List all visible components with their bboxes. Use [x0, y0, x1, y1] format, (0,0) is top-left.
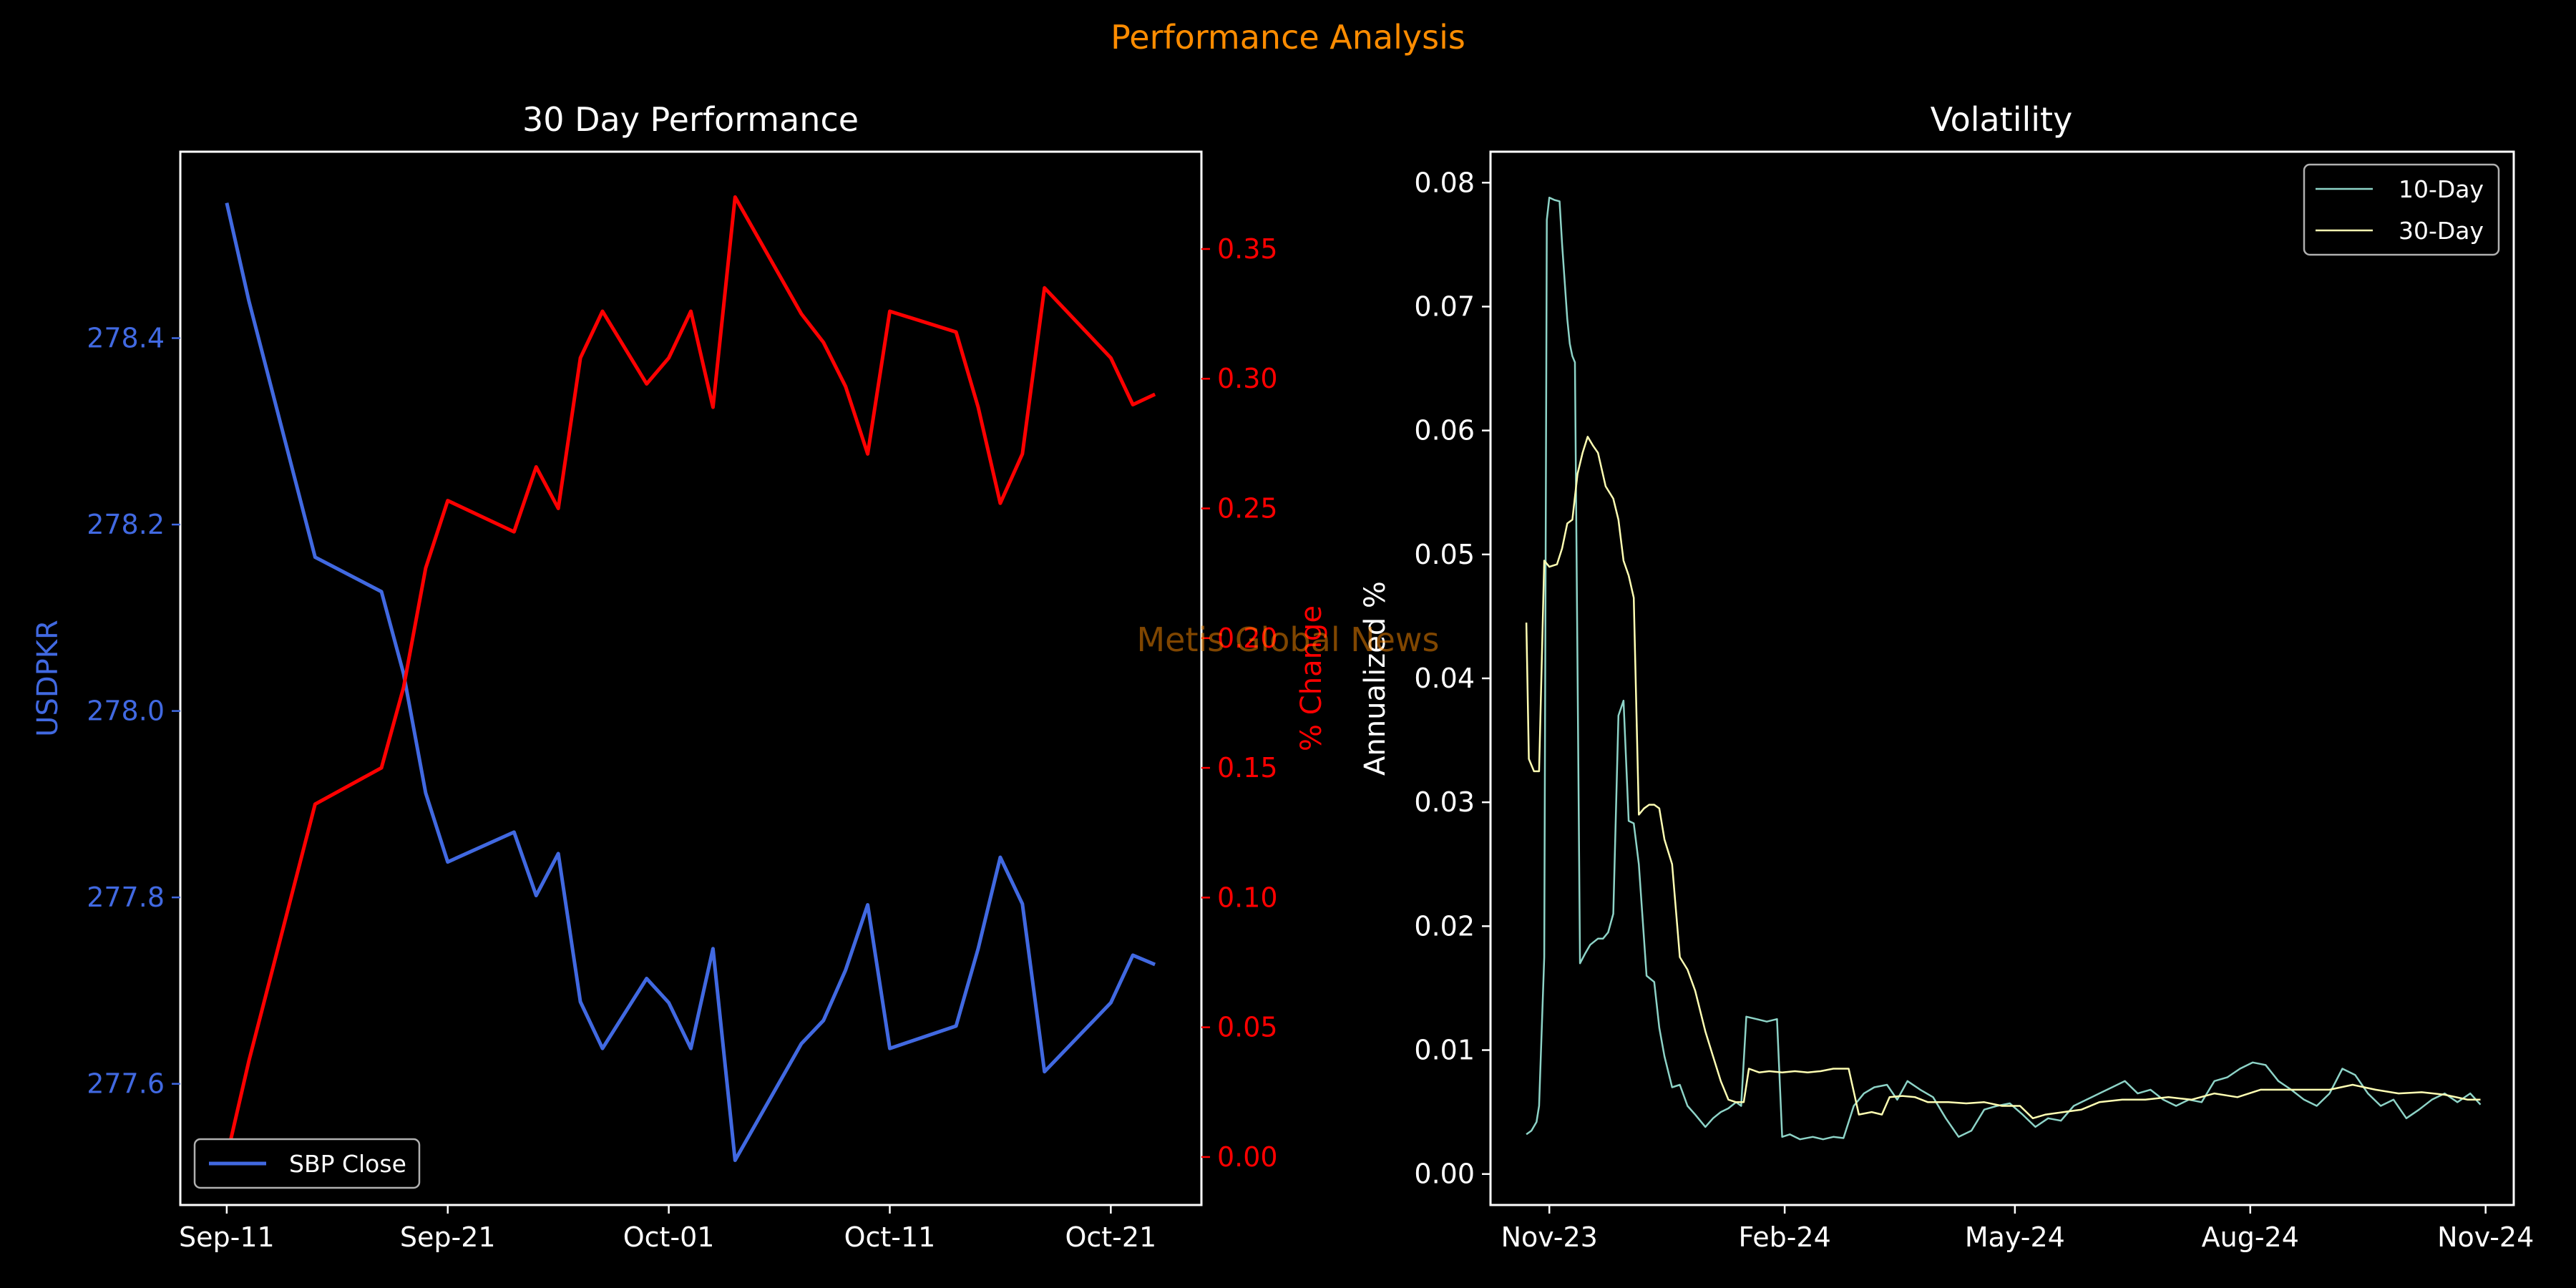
- volatility-x-axis: Nov-23 Feb-24 May-24 Aug-24 Nov-24: [1501, 1205, 2534, 1253]
- x-tick-label-nov-23: Nov-23: [1501, 1221, 1598, 1253]
- left-y-tick-label-278-0: 278.0: [87, 696, 165, 727]
- left-y-tick-label-278-2: 278.2: [87, 509, 165, 540]
- y-tick-label-0-00: 0.00: [1414, 1158, 1475, 1190]
- right-y-tick-label-0-00: 0.00: [1217, 1141, 1278, 1173]
- legend-label-sbp-close: SBP Close: [289, 1150, 406, 1178]
- legend-label-30-day: 30-Day: [2399, 217, 2484, 245]
- x-tick-label-oct-11: Oct-11: [844, 1221, 936, 1253]
- legend-box: [193, 1138, 421, 1189]
- volatility-series-layer: [1525, 196, 2482, 1141]
- left-y-tick-label-277-6: 277.6: [87, 1068, 165, 1100]
- performance-right-axis: 0.00 0.05 0.10 0.15 0.20 0.25 0.30 0.35: [1201, 233, 1278, 1173]
- watermark: Metis Global News: [1136, 620, 1439, 659]
- right-y-tick-label-0-25: 0.25: [1217, 493, 1278, 525]
- right-y-tick-label-0-15: 0.15: [1217, 752, 1278, 784]
- series-line-sbp-close: [225, 203, 1156, 1162]
- performance-left-axis: 277.6 277.8 278.0 278.2 278.4: [87, 323, 180, 1100]
- volatility-y-axis-label: Annualized %: [1359, 581, 1392, 776]
- x-tick-label-may-24: May-24: [1965, 1221, 2065, 1253]
- right-y-tick-label-0-10: 0.10: [1217, 882, 1278, 913]
- left-axis-label-usdpkr: USDPKR: [31, 620, 64, 737]
- performance-plot-frame: [179, 150, 1203, 1206]
- x-tick-label-feb-24: Feb-24: [1738, 1221, 1830, 1253]
- y-tick-label-0-05: 0.05: [1414, 539, 1475, 570]
- legend-label-10-day: 10-Day: [2399, 175, 2484, 203]
- chart-volatility: Volatility Nov-23 Feb-24 May-24 Aug-24 Nov-2…: [1359, 100, 2534, 1253]
- chart-30-day-performance: 30 Day Performance Sep-11 Sep-21 Oct-01 Oct…: [31, 100, 1328, 1253]
- x-tick-label-sep-21: Sep-21: [400, 1221, 496, 1253]
- left-y-tick-label-277-8: 277.8: [87, 882, 165, 913]
- chart-title-volatility: Volatility: [1931, 100, 2073, 139]
- series-line-10-day: [1526, 196, 2482, 1141]
- volatility-legend: 10-Day 30-Day: [2303, 163, 2500, 256]
- y-tick-label-0-01: 0.01: [1414, 1035, 1475, 1066]
- performance-series-layer: [225, 195, 1156, 1162]
- right-y-tick-label-0-20: 0.20: [1217, 623, 1278, 654]
- y-tick-label-0-06: 0.06: [1414, 415, 1475, 447]
- y-tick-label-0-08: 0.08: [1414, 167, 1475, 198]
- right-axis-label-pct-change: % Change: [1295, 605, 1328, 751]
- series-line-30-day: [1525, 436, 2481, 1120]
- x-tick-label-oct-01: Oct-01: [623, 1221, 715, 1253]
- x-tick-label-nov-24: Nov-24: [2437, 1221, 2534, 1253]
- legend-box: [2303, 163, 2500, 256]
- x-tick-label-oct-21: Oct-21: [1065, 1221, 1156, 1253]
- y-tick-label-0-07: 0.07: [1414, 291, 1475, 322]
- series-line-right-axis-1: [225, 195, 1156, 1158]
- chart-title-performance: 30 Day Performance: [522, 100, 859, 139]
- right-y-tick-label-0-30: 0.30: [1217, 363, 1278, 394]
- y-tick-label-0-02: 0.02: [1414, 910, 1475, 942]
- y-tick-label-0-04: 0.04: [1414, 663, 1475, 694]
- x-tick-label-aug-24: Aug-24: [2202, 1221, 2299, 1253]
- performance-legend: SBP Close: [193, 1138, 421, 1189]
- volatility-y-axis: 0.00 0.01 0.02 0.03 0.04 0.05 0.06 0.07 0.08: [1414, 167, 1491, 1190]
- right-y-tick-label-0-05: 0.05: [1217, 1012, 1278, 1043]
- figure-suptitle: Performance Analysis: [1111, 18, 1465, 57]
- right-y-tick-label-0-35: 0.35: [1217, 233, 1278, 265]
- performance-x-axis: Sep-11 Sep-21 Oct-01 Oct-11 Oct-21: [179, 1205, 1156, 1253]
- left-y-tick-label-278-4: 278.4: [87, 323, 165, 354]
- x-tick-label-sep-11: Sep-11: [179, 1221, 275, 1253]
- y-tick-label-0-03: 0.03: [1414, 786, 1475, 818]
